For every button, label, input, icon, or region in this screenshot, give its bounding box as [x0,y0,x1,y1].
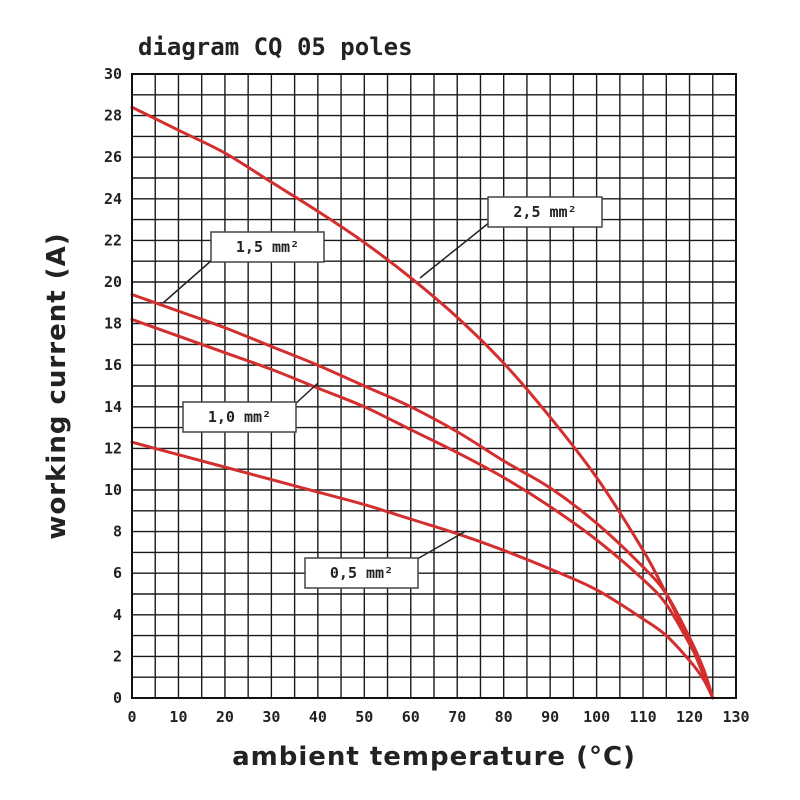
annotation-box [210,231,325,263]
y-tick-label: 12 [104,439,122,457]
y-tick-label: 6 [113,564,122,582]
x-tick-label: 60 [402,708,420,726]
x-tick-label: 70 [448,708,466,726]
chart-title: diagram CQ 05 poles [138,33,413,61]
x-tick-labels: 0 10 20 30 40 50 60 70 80 90 100 110 120 130 [127,708,749,726]
grid [131,73,737,699]
annotation-leader-line [292,382,319,407]
annotation-label-1-5-mm: 1,5 mm² [236,238,299,256]
plot-frame [131,73,737,699]
y-tick-label: 20 [104,273,122,291]
x-tick-label: 20 [216,708,234,726]
x-tick-label: 90 [541,708,559,726]
annotation-box [487,196,603,228]
annotation-box [182,401,297,433]
y-tick-label: 26 [104,148,122,166]
annotation-leader-line [411,530,467,563]
y-tick-label: 18 [104,315,122,333]
x-tick-label: 100 [583,708,610,726]
y-tick-label: 30 [104,65,122,83]
x-tick-label: 40 [309,708,327,726]
annotation-leader-line [162,259,213,304]
y-tick-label: 0 [113,689,122,707]
annotation-label-2-5-mm: 2,5 mm² [513,203,576,221]
y-tick-label: 14 [104,398,122,416]
y-tick-label: 4 [113,606,122,624]
x-axis-label: ambient temperature (°C) [232,742,636,772]
y-tick-label: 24 [104,190,122,208]
curves [130,105,715,700]
x-tick-label: 10 [169,708,187,726]
y-tick-label: 2 [113,647,122,665]
series-line-1-5-mm [130,292,715,700]
annotation-leader-line [419,221,491,279]
series-annotations: 2,5 mm² 1,5 mm² 1,0 mm² 0,5 mm² [162,196,603,589]
y-axis-label: working current (A) [42,232,72,539]
annotation-box [304,557,419,589]
x-tick-label: 80 [495,708,513,726]
annotation-label-0-5-mm: 0,5 mm² [330,564,393,582]
y-tick-label: 22 [104,231,122,249]
x-tick-label: 0 [127,708,136,726]
annotation-label-1-0-mm: 1,0 mm² [208,408,271,426]
x-tick-label: 110 [630,708,657,726]
series-line-1-0-mm [130,317,715,700]
x-tick-label: 120 [676,708,703,726]
x-tick-label: 130 [722,708,749,726]
y-tick-label: 10 [104,481,122,499]
y-tick-label: 28 [104,107,122,125]
x-tick-label: 30 [262,708,280,726]
x-tick-label: 50 [355,708,373,726]
series-line-0-5-mm [130,440,715,700]
y-tick-label: 16 [104,356,122,374]
y-tick-label: 8 [113,523,122,541]
